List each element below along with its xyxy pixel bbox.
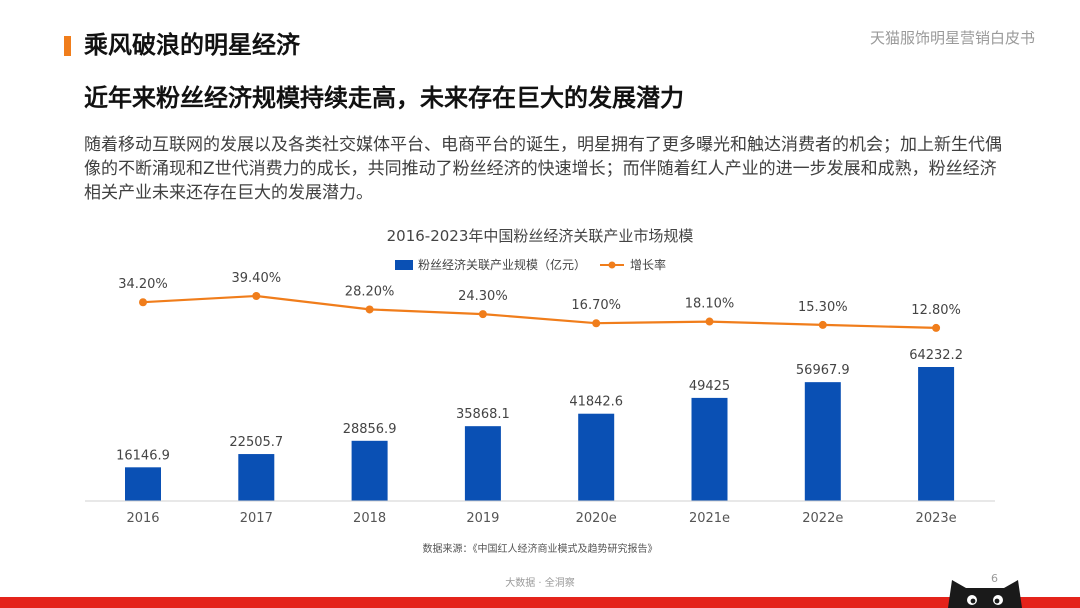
x-tick-label: 2018 xyxy=(353,511,386,526)
bar-2020e xyxy=(578,413,615,501)
growth-rate-label: 18.10% xyxy=(685,297,735,312)
growth-rate-markers xyxy=(139,292,941,332)
chart-legend: 粉丝经济关联产业规模（亿元） 增长率 xyxy=(395,257,666,272)
bar-value-label: 41842.6 xyxy=(569,395,623,410)
bar-value-label: 28856.9 xyxy=(343,422,397,437)
section-accent-bar xyxy=(64,36,71,56)
bar-2018 xyxy=(351,440,388,501)
bar-2023e xyxy=(918,367,955,501)
bar-2021e xyxy=(691,397,728,501)
legend-line-label: 增长率 xyxy=(630,257,666,272)
growth-point-2017 xyxy=(252,292,261,300)
bar-value-label: 22505.7 xyxy=(229,435,283,450)
legend-bar-swatch xyxy=(395,260,413,270)
tmall-cat-logo xyxy=(948,580,1022,608)
page-headline: 近年来粉丝经济规模持续走高，未来存在巨大的发展潜力 xyxy=(84,84,684,112)
footer-tagline: 大数据 · 全洞察 xyxy=(505,578,575,589)
x-tick-label: 2022e xyxy=(802,511,843,526)
x-tick-label: 2021e xyxy=(689,511,730,526)
bar-value-label: 16146.9 xyxy=(116,448,170,463)
growth-point-2023e xyxy=(932,323,941,332)
report-brand: 天猫服饰明星营销白皮书 xyxy=(869,29,1035,47)
growth-rate-label: 34.20% xyxy=(118,277,168,292)
x-tick-label: 2017 xyxy=(240,511,273,526)
market-size-chart: 2016-2023年中国粉丝经济关联产业市场规模 粉丝经济关联产业规模（亿元） … xyxy=(85,227,995,526)
x-tick-label: 2023e xyxy=(916,511,957,526)
bar-value-label: 56967.9 xyxy=(796,363,850,378)
bar-value-label: 35868.1 xyxy=(456,407,510,422)
bar-series xyxy=(125,367,955,501)
bar-2017 xyxy=(238,454,275,501)
legend-line-marker xyxy=(608,261,616,269)
growth-rate-label: 16.70% xyxy=(571,298,621,313)
bar-value-label: 64232.2 xyxy=(909,348,963,363)
bottom-color-bar xyxy=(0,597,1080,608)
growth-rate-label: 39.40% xyxy=(232,271,282,286)
bar-value-labels: 16146.9 22505.7 28856.9 35868.1 41842.6 49425… xyxy=(116,348,963,463)
growth-rate-label: 28.20% xyxy=(345,284,395,299)
growth-rate-labels: 34.20% 39.40% 28.20% 24.30% 16.70% 18.10% 15.3… xyxy=(118,271,961,318)
page-number: 6 xyxy=(991,572,998,585)
bar-2022e xyxy=(804,382,841,501)
bar-value-label: 49425 xyxy=(689,379,730,394)
growth-point-2018 xyxy=(365,305,374,314)
data-source-note: 数据来源：《中国红人经济商业模式及趋势研究报告》 xyxy=(422,544,658,555)
growth-rate-label: 15.30% xyxy=(798,300,848,315)
chart-title: 2016-2023年中国粉丝经济关联产业市场规模 xyxy=(387,227,694,245)
growth-point-2019 xyxy=(478,310,487,319)
bar-2019 xyxy=(464,426,501,501)
growth-rate-label: 12.80% xyxy=(911,303,961,318)
x-axis-tick-labels: 2016 2017 2018 2019 2020e 2021e 2022e 2023e xyxy=(126,511,956,526)
growth-point-2016 xyxy=(139,298,147,307)
x-tick-label: 2016 xyxy=(126,511,159,526)
legend-bar-label: 粉丝经济关联产业规模（亿元） xyxy=(418,257,586,272)
section-title: 乘风破浪的明星经济 xyxy=(84,31,300,59)
growth-rate-line xyxy=(142,294,937,329)
bar-2016 xyxy=(125,467,161,501)
growth-point-2020e xyxy=(592,319,601,328)
growth-rate-label: 24.30% xyxy=(458,289,508,304)
growth-point-2022e xyxy=(818,320,827,329)
body-paragraph: 随着移动互联网的发展以及各类社交媒体平台、电商平台的诞生，明星拥有了更多曝光和触… xyxy=(84,135,1002,203)
x-tick-label: 2019 xyxy=(466,511,499,526)
growth-point-2021e xyxy=(705,317,714,326)
x-tick-label: 2020e xyxy=(576,511,617,526)
